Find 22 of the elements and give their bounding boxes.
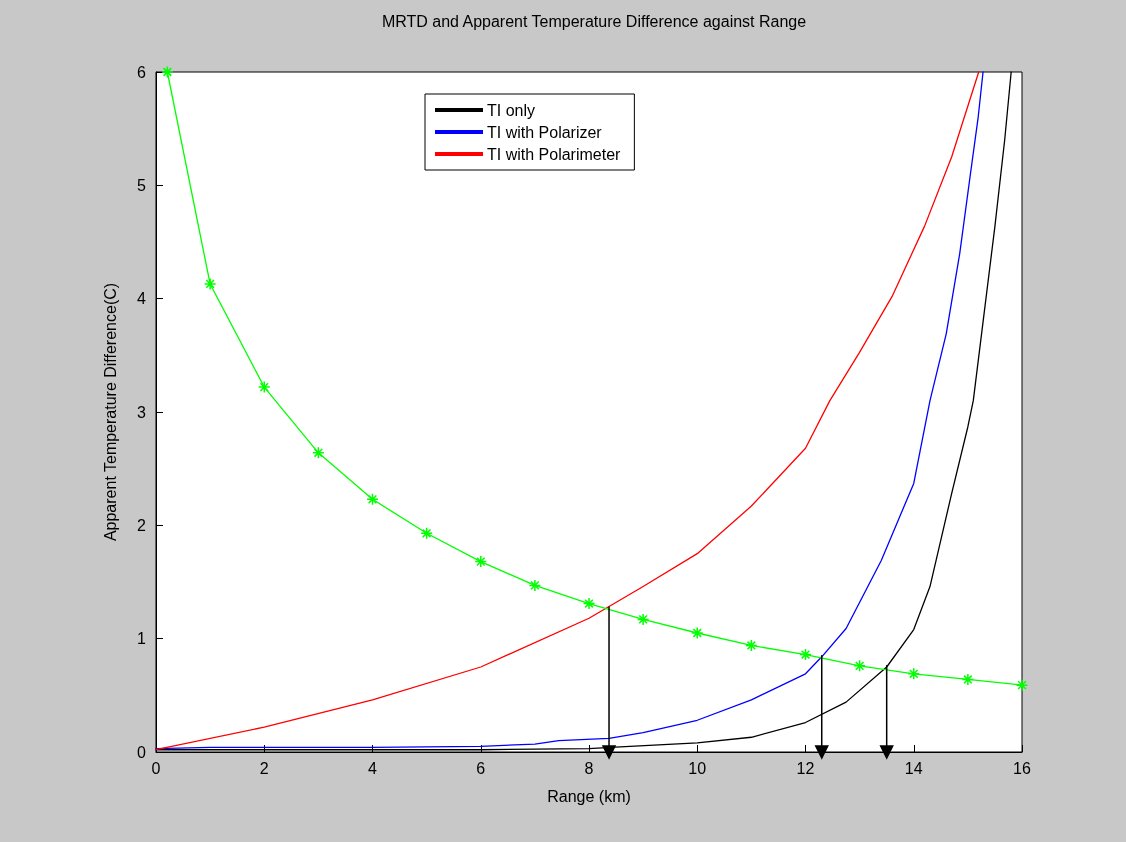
y-tick-label: 2 (137, 516, 147, 534)
x-tick-label: 2 (259, 759, 269, 777)
y-tick-label: 3 (137, 403, 147, 421)
x-axis-title: Range (km) (547, 787, 631, 805)
x-tick-label: 8 (584, 759, 594, 777)
chart-title: MRTD and Apparent Temperature Difference against Range (381, 12, 807, 30)
x-tick-label: 0 (151, 759, 161, 777)
legend-label: TI only (487, 101, 536, 119)
legend-label: TI with Polarizer (487, 123, 603, 141)
y-tick-label: 4 (137, 290, 147, 308)
x-tick-label: 12 (796, 759, 815, 777)
x-tick-label: 6 (476, 759, 486, 777)
y-tick-label: 1 (137, 630, 147, 648)
x-tick-label: 14 (904, 759, 923, 777)
x-tick-label: 4 (368, 759, 378, 777)
y-axis-title: Apparent Temperature Difference(C) (101, 282, 119, 542)
x-tick-label: 10 (688, 759, 707, 777)
x-tick-label: 16 (1013, 759, 1031, 777)
legend-label: TI with Polarimeter (487, 145, 622, 163)
y-tick-label: 6 (137, 63, 147, 81)
y-tick-label: 5 (137, 176, 147, 194)
y-tick-label: 0 (137, 743, 147, 761)
